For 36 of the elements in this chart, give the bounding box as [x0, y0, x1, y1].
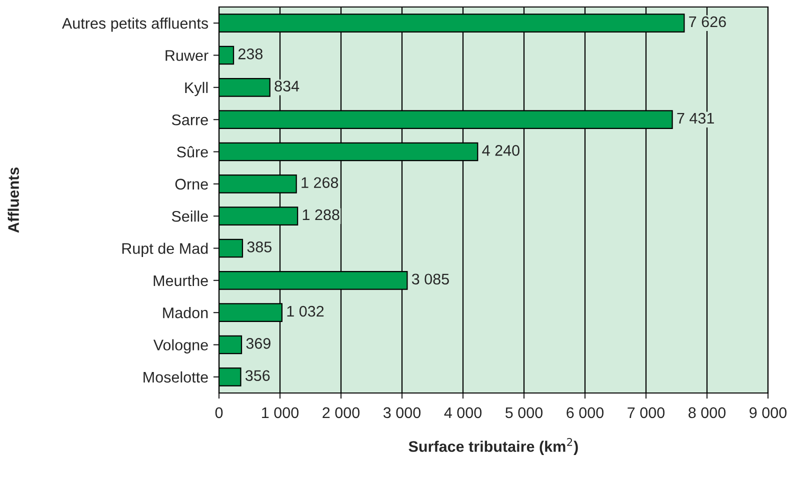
data-label: 7 431 — [677, 112, 714, 124]
data-label: 834 — [274, 80, 300, 92]
y-tick-label: Autres petits affluents — [62, 18, 208, 32]
data-label: 1 032 — [287, 306, 324, 317]
x-tick-label: 8 000 — [688, 407, 726, 418]
y-axis-title: Affluents — [8, 168, 19, 233]
y-tick-label: Meurthe — [154, 274, 208, 286]
y-tick-label: Rupt de Mad — [122, 242, 208, 257]
y-tick-label: Moselotte — [144, 371, 208, 383]
y-tick-label: Ruwer — [166, 50, 208, 61]
x-tick-label: 7 000 — [628, 407, 665, 418]
data-label: 7 626 — [689, 16, 726, 28]
data-label: 1 288 — [302, 209, 340, 220]
y-tick-label: Seille — [172, 210, 208, 222]
x-tick-label: 9 000 — [750, 407, 787, 418]
x-tick-label: 4 000 — [444, 407, 482, 418]
x-tick-label: 1 000 — [262, 407, 299, 418]
data-label: 1 268 — [302, 177, 338, 188]
x-tick-label: 0 — [215, 407, 223, 418]
y-tick-label: Kyll — [185, 82, 208, 96]
data-label: 369 — [246, 338, 270, 349]
y-tick-label: Orne — [175, 178, 208, 190]
y-tick-label: Vologne — [153, 339, 208, 354]
y-tick-label: Sûre — [177, 146, 208, 158]
x-tick-label: 6 000 — [566, 407, 604, 418]
data-label: 238 — [238, 48, 263, 60]
data-label: 3 085 — [412, 274, 449, 285]
data-label: 4 240 — [482, 145, 520, 156]
y-tick-label: Madon — [163, 307, 208, 318]
x-axis-title: Surface tributaire (km$^{2}$) — [408, 438, 578, 455]
data-label: 356 — [245, 370, 270, 382]
data-label: 385 — [247, 242, 272, 252]
y-tick-label: Sarre — [172, 114, 208, 126]
x-tick-label: 5 000 — [505, 407, 543, 418]
x-tick-label: 3 000 — [383, 407, 421, 418]
x-tick-label: 2 000 — [322, 407, 360, 418]
